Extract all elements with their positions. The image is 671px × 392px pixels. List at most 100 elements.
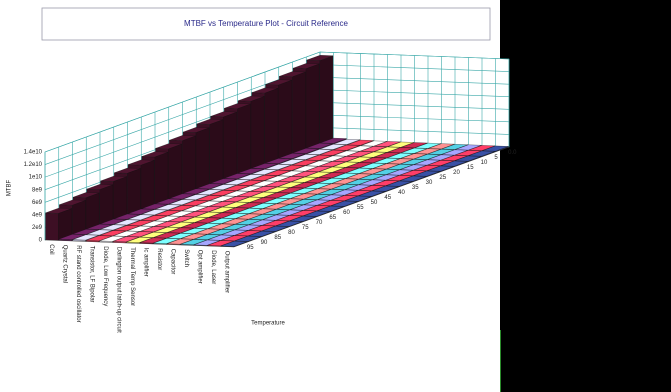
bar-top (277, 193, 304, 199)
bar-top (399, 170, 427, 176)
bar-top (113, 230, 140, 237)
bar-top (224, 103, 251, 109)
bar-side (223, 111, 237, 181)
bar-top (182, 200, 209, 206)
bar-top (333, 150, 360, 157)
bar-top (427, 154, 455, 161)
bar-top (72, 234, 99, 241)
bar-top (194, 234, 221, 240)
bar-top (318, 178, 345, 184)
x-tick-label: 0.0 (508, 150, 517, 156)
bar-top (373, 157, 400, 164)
bar-side (182, 135, 196, 196)
y-tick-label: 1.2e10 (24, 162, 43, 168)
bar-top (265, 158, 292, 164)
bar-top (289, 210, 317, 216)
bar-top (139, 237, 167, 244)
bar-top (278, 153, 306, 159)
bar-top (236, 185, 264, 192)
bar-top (126, 237, 153, 243)
bar-top (126, 231, 154, 238)
bar-top (319, 144, 347, 150)
bar-top (305, 171, 332, 178)
x-tick-label: 10 (481, 160, 488, 166)
bar-top (262, 214, 290, 221)
bar-top (360, 140, 388, 147)
bar-top (290, 199, 317, 205)
bar-top (332, 173, 359, 179)
bar-top (332, 161, 360, 168)
bar-top (304, 188, 331, 195)
bar-top (248, 219, 276, 226)
bar-top (304, 183, 332, 189)
bar-top (305, 166, 332, 172)
x-tick-label: 40 (398, 190, 405, 196)
bar-top (278, 159, 306, 165)
bar-top (250, 180, 278, 187)
bar-side (140, 160, 155, 211)
bar-top (208, 206, 236, 213)
bar-top (413, 165, 441, 171)
bar-top (207, 229, 235, 235)
bar-top (141, 209, 168, 216)
y-tick-label: 1.4e10 (24, 150, 43, 156)
bar-top (468, 150, 495, 157)
bar-top (250, 175, 278, 181)
bar-side (168, 143, 182, 201)
x-tick-label: 45 (384, 195, 391, 201)
bar-side (127, 168, 141, 216)
bar-top (303, 199, 331, 206)
bar-top (372, 174, 400, 181)
bar (45, 207, 72, 241)
bar-top (455, 144, 482, 151)
bar-top (303, 210, 330, 217)
bar-side (264, 88, 279, 166)
bar-top (276, 198, 304, 205)
bar-top (45, 207, 72, 214)
bar-top (235, 208, 263, 214)
side-panel (500, 0, 671, 392)
bar-top (306, 143, 333, 149)
bar-top (196, 118, 224, 125)
bar-top (112, 236, 140, 243)
y-tick-label: 0 (39, 238, 43, 244)
bar-top (58, 234, 86, 240)
bar-top (221, 218, 249, 225)
bar-top (468, 145, 496, 151)
bar-top (194, 223, 222, 229)
bar-top (345, 168, 373, 174)
bar-top (182, 127, 210, 133)
bar-top (344, 190, 372, 196)
bar-top (209, 195, 236, 202)
bar-top (345, 179, 372, 185)
bar-top (319, 149, 347, 156)
bar-top (262, 225, 289, 232)
bar-top (278, 165, 305, 171)
bar-top (210, 178, 237, 185)
bar-side (154, 151, 169, 206)
bar-top (236, 202, 263, 209)
bar-top (318, 166, 346, 173)
bar-top (360, 146, 387, 152)
bar-top (167, 233, 194, 239)
bar-top (317, 194, 345, 201)
bar-top (344, 195, 372, 202)
bar-side (195, 127, 210, 191)
bar-top (169, 135, 196, 141)
bar-top (454, 150, 482, 156)
bar-top (291, 182, 318, 189)
bar-top (209, 184, 237, 190)
bar-top (154, 204, 182, 211)
bar-side (237, 103, 251, 176)
bar-top (306, 55, 334, 61)
bar-top (194, 217, 222, 224)
x-axis-label: Temperature (251, 321, 285, 327)
category-label: Darlington output latch-up circuit (116, 247, 122, 333)
bar-top (155, 198, 182, 205)
y-axis-label: MTBF (7, 180, 13, 197)
bar-top (331, 184, 359, 190)
bar-top (387, 141, 415, 148)
bar-top (292, 154, 319, 160)
x-tick-label: 80 (288, 230, 295, 236)
bar-top (263, 192, 291, 199)
